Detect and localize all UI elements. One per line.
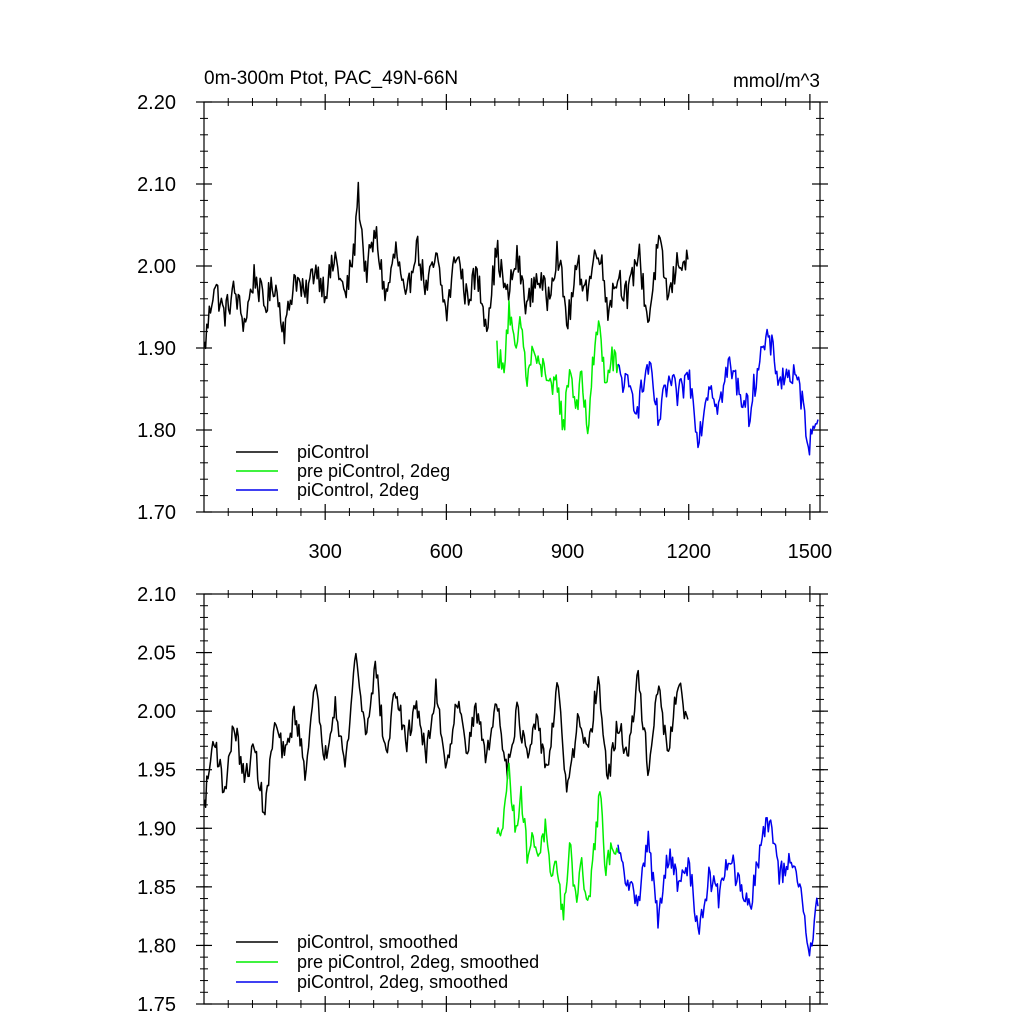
series-line-2 xyxy=(496,762,619,921)
bottom-panel-series xyxy=(203,652,819,957)
top-panel-series xyxy=(203,181,819,456)
y-tick-label: 1.70 xyxy=(137,502,176,524)
y-tick-label: 2.05 xyxy=(137,643,176,665)
y-tick-label: 1.80 xyxy=(137,935,176,957)
top-panel-ticks: 1.70 1.80 1.90 2.00 2.10 2.20 300 600 900 1200 150… xyxy=(137,92,832,563)
top-panel-frame xyxy=(203,101,821,513)
x-tick-label: 600 xyxy=(430,541,463,563)
legend-label: piControl, 2deg xyxy=(297,480,419,500)
series-line-1 xyxy=(203,652,689,816)
series-line-3 xyxy=(617,328,819,456)
y-tick-label: 2.00 xyxy=(137,256,176,278)
y-tick-label: 1.85 xyxy=(137,877,176,899)
series-line-1 xyxy=(203,181,689,350)
legend-label: piControl, smoothed xyxy=(297,932,458,952)
x-tick-label: 300 xyxy=(308,541,341,563)
y-tick-label: 1.95 xyxy=(137,760,176,782)
top-panel: 0m-300m Ptot, PAC_49N-66N mmol/m^3 1.701… xyxy=(137,68,832,563)
x-tick-label: 1500 xyxy=(788,541,833,563)
y-tick-label: 1.75 xyxy=(137,994,176,1016)
y-tick-label: 2.20 xyxy=(137,92,176,114)
y-tick-label: 2.10 xyxy=(137,174,176,196)
bottom-panel: 1.75 1.80 1.85 1.90 1.95 2.00 2.05 2.10 piContr… xyxy=(137,584,828,1016)
series-line-3 xyxy=(617,816,819,957)
y-tick-label: 1.90 xyxy=(137,338,176,360)
legend-label: piControl, 2deg, smoothed xyxy=(297,972,508,992)
legend-label: piControl xyxy=(297,442,369,462)
top-panel-title: 0m-300m Ptot, PAC_49N-66N xyxy=(204,68,458,89)
y-tick-label: 1.80 xyxy=(137,420,176,442)
y-tick-label: 2.00 xyxy=(137,701,176,723)
legend-label: pre piControl, 2deg, smoothed xyxy=(297,952,539,972)
x-tick-label: 900 xyxy=(551,541,584,563)
top-panel-units: mmol/m^3 xyxy=(733,71,820,92)
y-tick-label: 1.90 xyxy=(137,818,176,840)
series-line-2 xyxy=(496,300,619,435)
x-tick-label: 1200 xyxy=(666,541,711,563)
bottom-panel-frame xyxy=(203,593,821,1005)
legend-label: pre piControl, 2deg xyxy=(297,461,450,481)
y-tick-label: 2.10 xyxy=(137,584,176,606)
